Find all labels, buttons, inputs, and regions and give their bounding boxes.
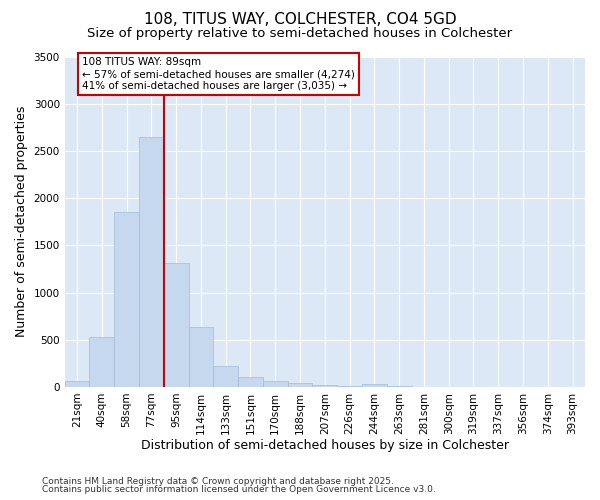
Bar	[89, 337, 114, 387]
X-axis label: Distribution of semi-detached houses by size in Colchester: Distribution of semi-detached houses by …	[141, 440, 509, 452]
Bar	[263, 382, 287, 387]
Bar	[114, 212, 139, 387]
Y-axis label: Number of semi-detached properties: Number of semi-detached properties	[15, 106, 28, 338]
Bar	[238, 377, 263, 387]
Text: 108, TITUS WAY, COLCHESTER, CO4 5GD: 108, TITUS WAY, COLCHESTER, CO4 5GD	[143, 12, 457, 28]
Text: 108 TITUS WAY: 89sqm
← 57% of semi-detached houses are smaller (4,274)
41% of se: 108 TITUS WAY: 89sqm ← 57% of semi-detac…	[82, 58, 355, 90]
Bar	[362, 384, 387, 387]
Bar	[65, 381, 89, 387]
Bar	[139, 137, 164, 387]
Bar	[188, 326, 214, 387]
Bar	[214, 366, 238, 387]
Text: Contains HM Land Registry data © Crown copyright and database right 2025.: Contains HM Land Registry data © Crown c…	[42, 477, 394, 486]
Bar	[287, 383, 313, 387]
Text: Size of property relative to semi-detached houses in Colchester: Size of property relative to semi-detach…	[88, 28, 512, 40]
Bar	[164, 264, 188, 387]
Bar	[313, 384, 337, 387]
Bar	[337, 386, 362, 387]
Text: Contains public sector information licensed under the Open Government Licence v3: Contains public sector information licen…	[42, 485, 436, 494]
